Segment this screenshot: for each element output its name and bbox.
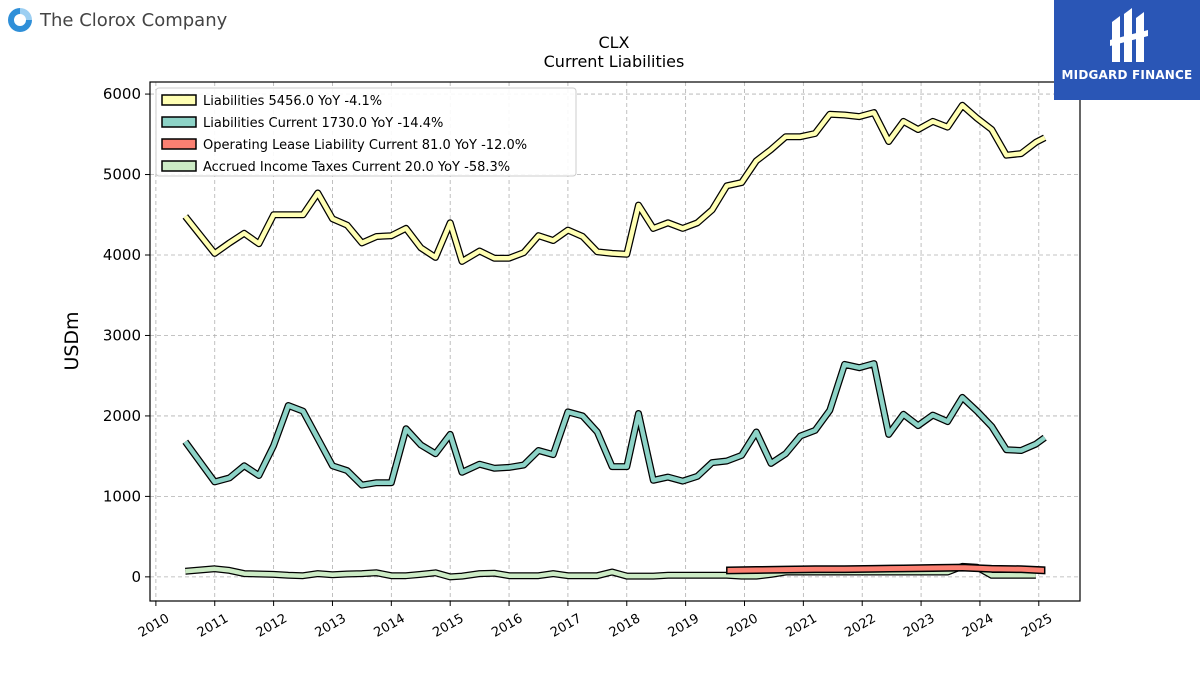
x-tick-label: 2014 (371, 611, 407, 641)
legend-label: Liabilities Current 1730.0 YoY -14.4% (203, 116, 443, 131)
y-tick-label: 4000 (103, 246, 141, 264)
x-tick-label: 2021 (784, 611, 820, 641)
series-line (183, 103, 1046, 264)
chart-subtitle: Current Liabilities (544, 52, 685, 71)
y-axis-label: USDm (61, 311, 83, 370)
x-tick-label: 2011 (195, 611, 231, 641)
series-2 (726, 563, 1046, 575)
x-axis-ticks: 2010 2011 2012 2013 2014 2015 2016 2017 2018 2019… (136, 601, 1055, 641)
y-tick-label: 3000 (103, 326, 141, 344)
legend-label: Operating Lease Liability Current 81.0 Y… (203, 138, 527, 153)
series-line-lease (726, 563, 1046, 575)
series-line (183, 361, 1047, 488)
company-name: The Clorox Company (40, 9, 228, 31)
legend-box (155, 87, 577, 177)
x-tick-label: 2016 (489, 611, 525, 641)
grid (150, 82, 1080, 601)
legend-label: Liabilities 5456.0 YoY -4.1% (203, 94, 382, 109)
x-tick-label: 2019 (666, 611, 702, 641)
x-tick-label: 2023 (901, 611, 937, 641)
series-1 (182, 360, 1047, 489)
x-tick-label: 2025 (1019, 611, 1055, 641)
legend-swatch (161, 160, 197, 172)
y-tick-label: 1000 (103, 487, 141, 505)
y-tick-label: 2000 (103, 407, 141, 425)
legend-label: Accrued Income Taxes Current 20.0 YoY -5… (203, 160, 510, 175)
x-tick-label: 2010 (136, 611, 172, 641)
y-tick-label: 5000 (103, 166, 141, 184)
brand-logo: MIDGARD FINANCE (1054, 0, 1200, 100)
x-tick-label: 2013 (313, 611, 349, 641)
chart-title: CLX (598, 33, 629, 52)
brand-name: MIDGARD FINANCE (1061, 68, 1193, 82)
x-tick-label: 2012 (254, 611, 290, 641)
series-0 (182, 101, 1047, 265)
plot-series (182, 101, 1047, 581)
x-tick-label: 2020 (725, 611, 761, 641)
x-tick-label: 2018 (607, 611, 643, 641)
legend: Liabilities 5456.0 YoY -4.1% Liabilities … (155, 87, 577, 177)
legend-swatch (161, 138, 197, 150)
legend-swatch (161, 116, 197, 128)
x-tick-label: 2024 (960, 611, 996, 641)
y-axis-ticks: 0 1000 2000 3000 4000 5000 6000 (103, 85, 150, 586)
legend-swatch (161, 94, 197, 106)
x-tick-label: 2017 (548, 611, 584, 641)
company-header: The Clorox Company (6, 6, 227, 34)
x-tick-label: 2015 (430, 611, 466, 641)
plot-frame (149, 81, 1081, 602)
brand-mark-icon (1110, 8, 1148, 62)
x-tick-label: 2022 (842, 611, 878, 641)
company-logo-icon (8, 8, 32, 32)
y-tick-label: 6000 (103, 85, 141, 103)
y-tick-label: 0 (131, 568, 141, 586)
